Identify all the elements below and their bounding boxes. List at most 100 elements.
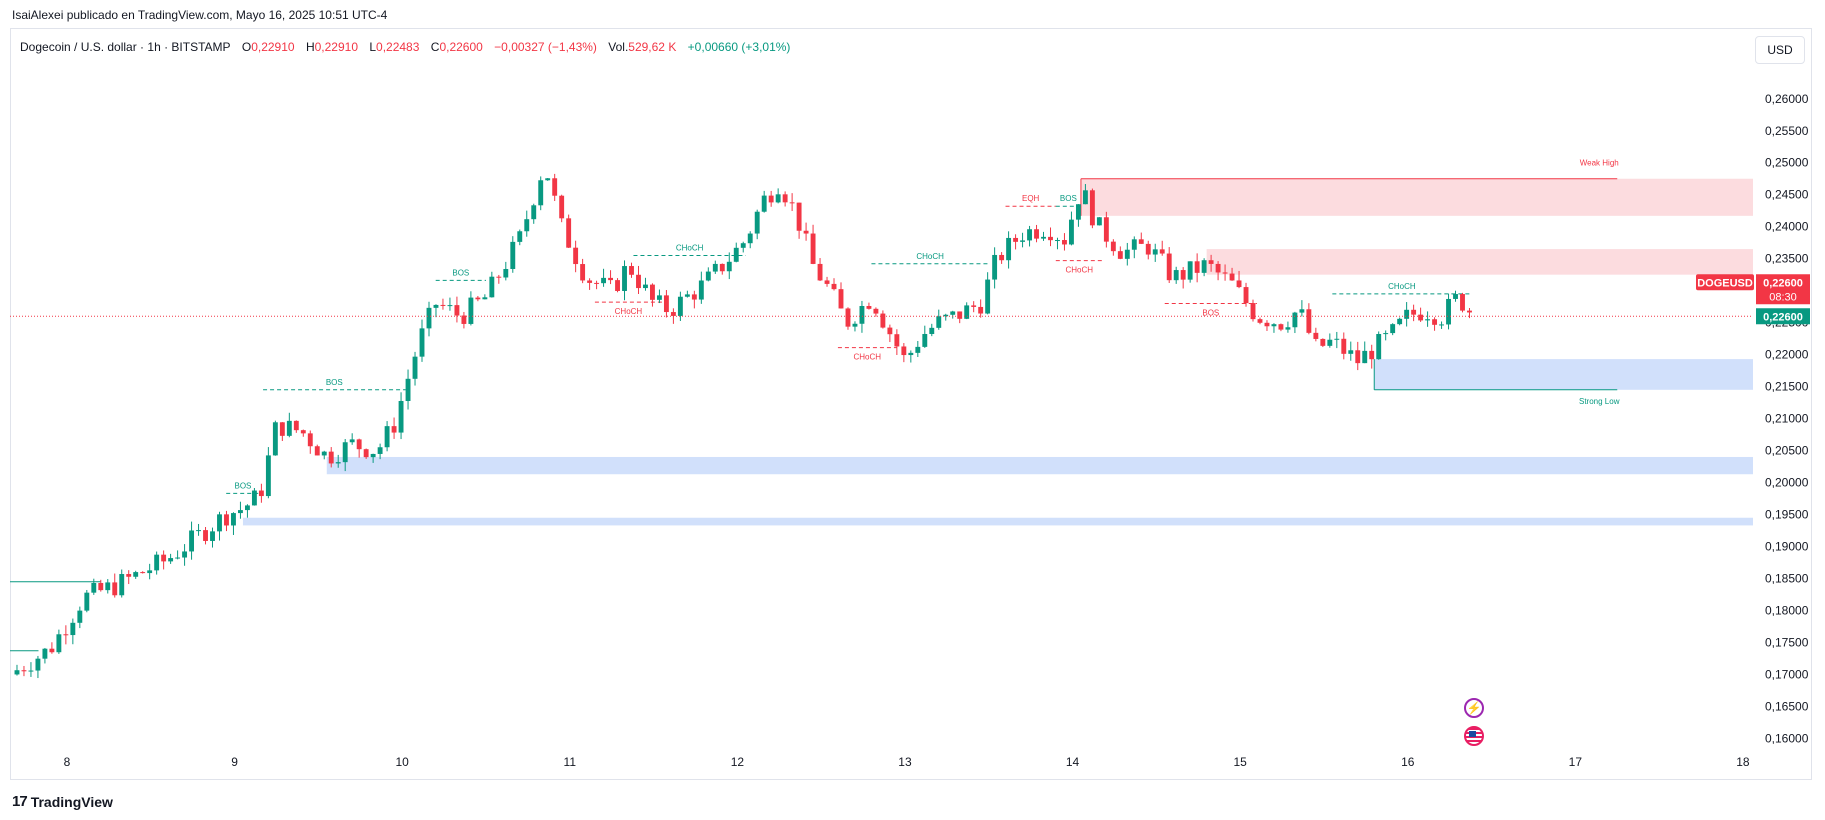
candle-body[interactable] bbox=[1390, 324, 1396, 334]
candle-body[interactable] bbox=[566, 218, 572, 248]
candle-body[interactable] bbox=[1243, 287, 1249, 304]
candle-body[interactable] bbox=[475, 297, 481, 300]
candle-body[interactable] bbox=[77, 610, 83, 623]
candle-body[interactable] bbox=[789, 202, 795, 204]
candle-body[interactable] bbox=[447, 305, 453, 307]
candle-body[interactable] bbox=[615, 280, 620, 291]
candle-body[interactable] bbox=[768, 195, 774, 203]
candle-body[interactable] bbox=[119, 574, 125, 596]
candle-body[interactable] bbox=[999, 254, 1005, 261]
candle-body[interactable] bbox=[1460, 294, 1465, 311]
candle-body[interactable] bbox=[1425, 319, 1431, 321]
candle-body[interactable] bbox=[258, 490, 264, 497]
candle-body[interactable] bbox=[1013, 237, 1019, 242]
candle-body[interactable] bbox=[286, 420, 292, 436]
candle-body[interactable] bbox=[908, 352, 914, 356]
candle-body[interactable] bbox=[1257, 319, 1263, 323]
candle-body[interactable] bbox=[1271, 324, 1277, 327]
candle-body[interactable] bbox=[1446, 298, 1451, 325]
candle-body[interactable] bbox=[1180, 270, 1186, 280]
candle-body[interactable] bbox=[175, 557, 181, 559]
candle-body[interactable] bbox=[1334, 338, 1340, 340]
candle-body[interactable] bbox=[824, 280, 830, 284]
candle-body[interactable] bbox=[279, 422, 285, 436]
candle-body[interactable] bbox=[1159, 249, 1165, 254]
candle-body[interactable] bbox=[1362, 350, 1368, 364]
candle-body[interactable] bbox=[971, 305, 977, 307]
candle-body[interactable] bbox=[1173, 270, 1179, 281]
candle-body[interactable] bbox=[482, 297, 488, 300]
candle-body[interactable] bbox=[1369, 350, 1375, 360]
candle-body[interactable] bbox=[426, 307, 432, 329]
candle-body[interactable] bbox=[1124, 249, 1130, 259]
candle-body[interactable] bbox=[1411, 309, 1417, 315]
candle-body[interactable] bbox=[1145, 243, 1151, 255]
candle-body[interactable] bbox=[335, 462, 341, 464]
candle-body[interactable] bbox=[915, 346, 921, 353]
candle-body[interactable] bbox=[182, 551, 188, 558]
candle-body[interactable] bbox=[545, 178, 551, 181]
candle-body[interactable] bbox=[363, 449, 369, 458]
tradingview-logo[interactable]: 17 TradingView bbox=[12, 793, 113, 810]
candle-body[interactable] bbox=[384, 426, 390, 448]
candle-body[interactable] bbox=[1278, 324, 1284, 330]
candle-body[interactable] bbox=[524, 219, 530, 232]
candle-body[interactable] bbox=[63, 634, 69, 636]
candle-body[interactable] bbox=[1327, 339, 1333, 346]
candle-body[interactable] bbox=[300, 430, 306, 434]
candle-body[interactable] bbox=[698, 280, 704, 300]
candle-body[interactable] bbox=[112, 582, 118, 596]
candle-body[interactable] bbox=[314, 446, 320, 456]
candle-body[interactable] bbox=[677, 296, 683, 316]
candle-body[interactable] bbox=[328, 451, 334, 464]
candle-body[interactable] bbox=[1376, 333, 1382, 360]
candle-body[interactable] bbox=[1299, 309, 1305, 313]
candle-body[interactable] bbox=[105, 582, 111, 591]
candle-body[interactable] bbox=[831, 283, 837, 290]
candle-body[interactable] bbox=[356, 439, 362, 450]
candle-body[interactable] bbox=[810, 233, 816, 264]
candle-body[interactable] bbox=[1348, 350, 1354, 354]
candle-body[interactable] bbox=[852, 323, 858, 327]
candle-body[interactable] bbox=[224, 514, 229, 526]
candle-body[interactable] bbox=[1432, 319, 1438, 325]
candle-body[interactable] bbox=[510, 241, 516, 269]
candle-body[interactable] bbox=[656, 295, 662, 300]
candle-body[interactable] bbox=[154, 554, 160, 571]
candle-body[interactable] bbox=[838, 289, 844, 309]
candle-body[interactable] bbox=[210, 531, 215, 541]
candle-body[interactable] bbox=[594, 282, 600, 284]
candle-body[interactable] bbox=[84, 592, 90, 611]
candle-body[interactable] bbox=[1194, 261, 1200, 273]
candle-body[interactable] bbox=[901, 346, 907, 356]
candle-body[interactable] bbox=[391, 426, 397, 433]
candle-body[interactable] bbox=[454, 305, 460, 316]
candle-body[interactable] bbox=[608, 277, 613, 281]
candle-body[interactable] bbox=[531, 205, 537, 220]
candle-body[interactable] bbox=[552, 178, 558, 196]
candle-body[interactable] bbox=[573, 247, 579, 265]
candle-body[interactable] bbox=[1222, 272, 1228, 274]
candle-body[interactable] bbox=[419, 328, 425, 357]
candle-body[interactable] bbox=[321, 451, 327, 456]
candle-body[interactable] bbox=[49, 648, 55, 653]
candle-body[interactable] bbox=[1117, 251, 1123, 259]
symbol-name[interactable]: Dogecoin / U.S. dollar · 1h · BITSTAMP bbox=[20, 40, 231, 54]
candle-body[interactable] bbox=[1068, 219, 1074, 245]
candle-body[interactable] bbox=[1041, 236, 1046, 239]
candle-body[interactable] bbox=[978, 306, 984, 314]
candle-body[interactable] bbox=[601, 277, 607, 284]
candle-body[interactable] bbox=[1439, 324, 1444, 326]
candle-body[interactable] bbox=[440, 304, 446, 306]
candle-body[interactable] bbox=[98, 582, 104, 591]
candle-body[interactable] bbox=[412, 356, 418, 379]
candle-body[interactable] bbox=[489, 276, 495, 298]
candle-body[interactable] bbox=[859, 306, 865, 324]
candle-body[interactable] bbox=[880, 313, 886, 328]
candle-body[interactable] bbox=[35, 658, 41, 671]
candle-body[interactable] bbox=[293, 420, 299, 431]
candle-body[interactable] bbox=[1467, 310, 1472, 313]
candle-body[interactable] bbox=[1027, 229, 1032, 241]
candle-body[interactable] bbox=[217, 514, 222, 532]
